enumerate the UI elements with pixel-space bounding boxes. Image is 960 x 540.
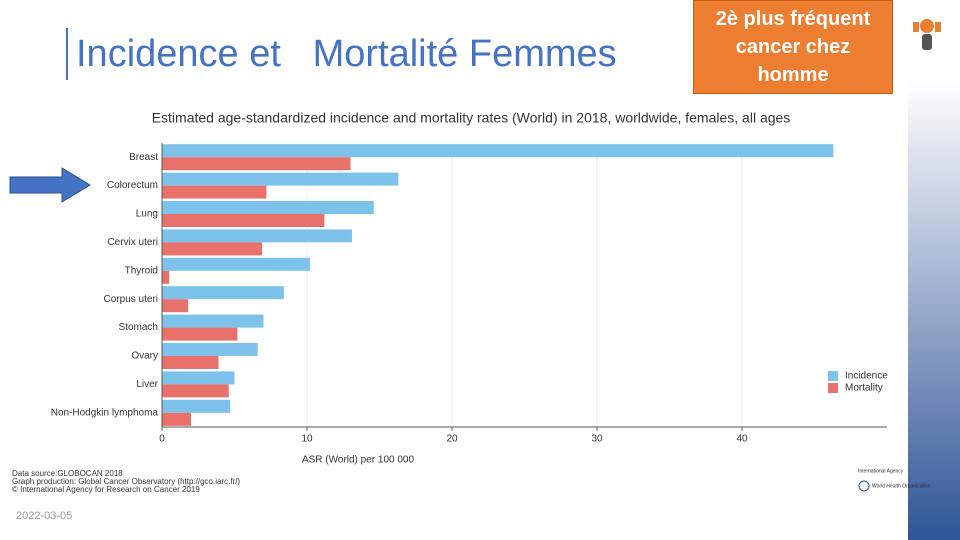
bar [162, 257, 310, 271]
bar [162, 412, 191, 426]
x-tick-label: 10 [301, 434, 313, 445]
bar [162, 185, 267, 199]
logo [913, 19, 941, 50]
y-tick-label: Liver [136, 379, 158, 390]
bar [162, 299, 189, 313]
y-tick-label: Non-Hodgkin lymphoma [51, 407, 159, 418]
legend-swatch [828, 371, 838, 381]
bar [162, 172, 399, 186]
legend-label: Incidence [845, 371, 888, 382]
side-strip [908, 80, 960, 540]
x-axis-label: ASR (World) per 100 000 [302, 455, 415, 466]
bar [162, 214, 325, 227]
bar [162, 242, 263, 256]
arrow [9, 167, 91, 203]
x-tick-label: 0 [159, 434, 165, 445]
date: 2022-03-05 [16, 510, 73, 522]
logo-text: International Agency [858, 468, 904, 474]
chart-title: Estimated age-standardized incidence and… [152, 110, 791, 126]
x-tick-label: 40 [736, 434, 748, 445]
slide-title: Incidence et Mortalité Femmes [66, 28, 617, 80]
y-tick-label: Ovary [131, 351, 158, 362]
y-tick-label: Breast [129, 152, 158, 163]
legend-swatch [828, 383, 838, 393]
x-tick-label: 20 [446, 434, 458, 445]
bar [162, 371, 235, 385]
bar [162, 384, 229, 398]
logo-text: World Health Organization [872, 483, 931, 489]
y-tick-label: Cervix uteri [107, 237, 158, 248]
bar [162, 229, 352, 243]
x-tick-label: 30 [591, 434, 603, 445]
bar [162, 286, 284, 300]
source-line: © International Agency for Research on C… [12, 485, 200, 494]
bar [162, 314, 264, 328]
y-tick-label: Colorectum [107, 180, 158, 191]
logo-icon [858, 480, 870, 492]
bar [162, 144, 834, 158]
source-line: Data source:GLOBOCAN 2018 [12, 469, 123, 478]
legend-label: Mortality [845, 383, 883, 394]
y-tick-label: Thyroid [125, 265, 158, 276]
y-tick-label: Stomach [119, 322, 158, 333]
bar [162, 201, 374, 214]
bar [162, 157, 351, 171]
callout: 2è plus fréquent cancer chez homme [693, 0, 893, 94]
y-tick-label: Corpus uteri [104, 294, 158, 305]
source-line: Graph production: Global Cancer Observat… [12, 477, 240, 486]
bar [162, 399, 231, 413]
bar [162, 356, 219, 369]
bar [162, 327, 238, 341]
bar [162, 270, 170, 284]
y-tick-label: Lung [136, 209, 158, 220]
bar [162, 343, 258, 356]
